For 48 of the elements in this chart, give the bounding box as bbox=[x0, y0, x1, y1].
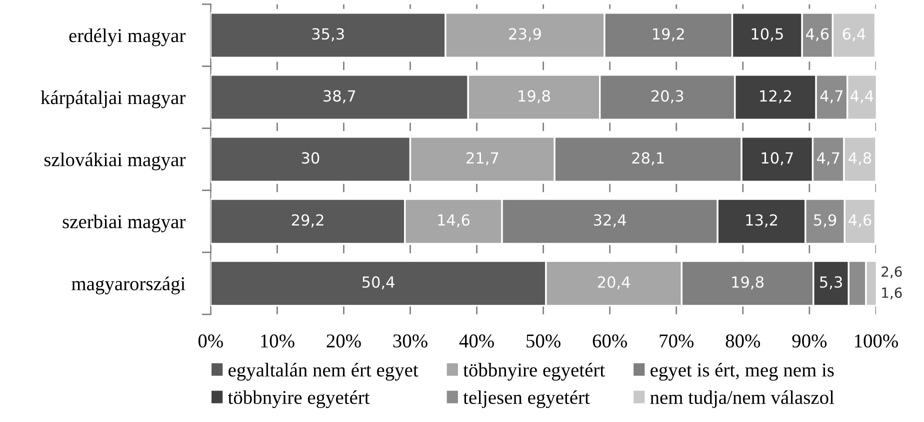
y-tick-label: szerbiai magyar bbox=[62, 214, 186, 232]
data-label: 21,7 bbox=[466, 152, 498, 166]
data-label: 10,7 bbox=[762, 152, 793, 166]
legend-label: többnyire egyetért bbox=[228, 390, 370, 408]
data-label: 29,2 bbox=[292, 214, 324, 228]
x-tick-label: 30% bbox=[393, 334, 428, 348]
data-label: 10,5 bbox=[752, 28, 783, 42]
data-label: 13,2 bbox=[746, 214, 777, 228]
y-tick-label: szlovákiai magyar bbox=[44, 152, 186, 170]
y-tick-label: magyarországi bbox=[72, 276, 186, 294]
data-label: 4,7 bbox=[816, 152, 840, 166]
x-tick-label: 100% bbox=[854, 334, 898, 348]
data-label: 38,7 bbox=[324, 90, 356, 104]
data-label: 12,2 bbox=[760, 90, 791, 104]
data-label: 19,2 bbox=[653, 28, 684, 42]
data-label: 50,4 bbox=[362, 276, 394, 290]
legend-label: teljesen egyetért bbox=[463, 390, 590, 408]
data-label: 5,9 bbox=[814, 214, 836, 228]
data-label: 20,4 bbox=[598, 276, 630, 290]
x-tick-label: 20% bbox=[326, 334, 361, 348]
data-label: 35,3 bbox=[312, 28, 344, 42]
x-tick-label: 40% bbox=[459, 334, 494, 348]
x-tick-label: 50% bbox=[526, 334, 560, 348]
legend-label: egyet is ért, meg nem is bbox=[650, 362, 834, 381]
data-label: 32,4 bbox=[594, 214, 626, 228]
data-label: 1,6 bbox=[882, 287, 902, 300]
data-label: 14,6 bbox=[438, 214, 470, 228]
data-label: 4,6 bbox=[806, 28, 829, 42]
legend-label: többnyire egyetért bbox=[463, 362, 605, 381]
x-tick-label: 70% bbox=[660, 334, 694, 348]
data-label: 28,1 bbox=[632, 152, 664, 166]
x-tick-label: 60% bbox=[592, 334, 627, 348]
legend-label: egyaltalán nem ért egyet bbox=[228, 362, 418, 381]
y-tick-label: erdélyi magyar bbox=[69, 28, 186, 46]
data-label: 23,9 bbox=[509, 28, 541, 42]
data-label: 30 bbox=[302, 152, 320, 164]
data-label: 4,7 bbox=[820, 90, 843, 104]
legend-label: nem tudja/nem válaszol bbox=[650, 390, 834, 408]
x-tick-label: 0% bbox=[198, 334, 223, 348]
x-tick-label: 80% bbox=[726, 334, 760, 348]
x-tick-label: 10% bbox=[261, 334, 294, 348]
data-label: 19,8 bbox=[518, 90, 550, 104]
y-tick-label: kárpátaljai magyar bbox=[40, 90, 186, 108]
data-label: 20,3 bbox=[652, 90, 684, 104]
data-label: 5,3 bbox=[820, 276, 842, 290]
data-label: 2,6 bbox=[882, 266, 902, 278]
x-tick-label: 90% bbox=[792, 334, 827, 348]
data-label: 19,8 bbox=[732, 276, 764, 290]
